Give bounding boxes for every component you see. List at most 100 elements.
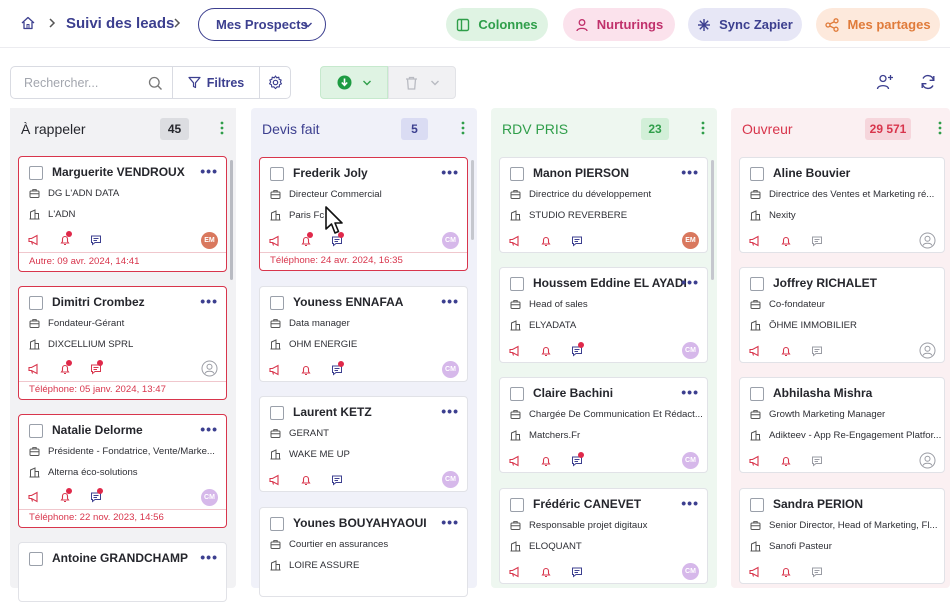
- comment-icon[interactable]: [571, 345, 583, 357]
- lead-card[interactable]: Youness ENNAFAA ••• Data manager OHM ENE…: [259, 286, 468, 382]
- lead-name[interactable]: Younes BOUYAHYAOUI: [293, 516, 427, 530]
- comment-icon[interactable]: [331, 474, 343, 486]
- comment-icon[interactable]: [811, 235, 823, 247]
- lead-card[interactable]: Manon PIERSON ••• Directrice du développ…: [499, 157, 708, 253]
- comment-icon[interactable]: [811, 345, 823, 357]
- megaphone-icon[interactable]: [749, 566, 761, 578]
- lead-card[interactable]: Abhilasha Mishra Growth Marketing Manage…: [739, 377, 945, 473]
- bell-icon[interactable]: [780, 235, 792, 247]
- lead-card[interactable]: Joffrey RICHALET Co-fondateur ÔHME IMMOB…: [739, 267, 945, 363]
- bell-icon[interactable]: [780, 345, 792, 357]
- megaphone-icon[interactable]: [269, 364, 281, 376]
- lead-name[interactable]: Natalie Delorme: [52, 423, 143, 437]
- megaphone-icon[interactable]: [509, 455, 521, 467]
- user-avatar-icon[interactable]: [919, 342, 936, 359]
- mes-partages-button[interactable]: Mes partages: [816, 8, 940, 41]
- user-avatar-icon[interactable]: [919, 452, 936, 469]
- more-icon[interactable]: •••: [200, 421, 218, 437]
- comment-icon[interactable]: [90, 363, 102, 375]
- megaphone-icon[interactable]: [28, 491, 40, 503]
- more-icon[interactable]: •••: [200, 549, 218, 565]
- lead-name[interactable]: Abhilasha Mishra: [773, 386, 873, 400]
- bell-icon[interactable]: [540, 566, 552, 578]
- lead-name[interactable]: Antoine GRANDCHAMP: [52, 551, 188, 565]
- nurturings-button[interactable]: Nurturings: [563, 8, 675, 41]
- kebab-menu-icon[interactable]: [220, 121, 224, 135]
- lead-card[interactable]: Younes BOUYAHYAOUI ••• Courtier en assur…: [259, 507, 468, 597]
- avatar[interactable]: CM: [682, 342, 699, 359]
- avatar[interactable]: CM: [442, 361, 459, 378]
- bell-icon[interactable]: [300, 235, 312, 247]
- megaphone-icon[interactable]: [749, 455, 761, 467]
- card-checkbox[interactable]: [510, 277, 524, 291]
- megaphone-icon[interactable]: [269, 235, 281, 247]
- bell-icon[interactable]: [540, 235, 552, 247]
- more-icon[interactable]: •••: [441, 514, 459, 530]
- more-icon[interactable]: •••: [441, 164, 459, 180]
- lead-name[interactable]: Claire Bachini: [533, 386, 614, 400]
- scrollbar[interactable]: [230, 160, 233, 280]
- kebab-menu-icon[interactable]: [701, 121, 705, 135]
- megaphone-icon[interactable]: [509, 345, 521, 357]
- colonnes-button[interactable]: Colonnes: [446, 8, 548, 41]
- card-checkbox[interactable]: [29, 424, 43, 438]
- comment-icon[interactable]: [571, 235, 583, 247]
- lead-name[interactable]: Laurent KETZ: [293, 405, 372, 419]
- megaphone-icon[interactable]: [749, 235, 761, 247]
- card-checkbox[interactable]: [270, 167, 284, 181]
- scrollbar[interactable]: [711, 160, 714, 280]
- home-icon[interactable]: [20, 15, 36, 31]
- lead-card[interactable]: Laurent KETZ ••• GERANT WAKE ME UP CM: [259, 396, 468, 492]
- lead-name[interactable]: Sandra PERION: [773, 497, 864, 511]
- more-icon[interactable]: •••: [441, 293, 459, 309]
- avatar[interactable]: CM: [682, 563, 699, 580]
- bell-icon[interactable]: [780, 566, 792, 578]
- avatar[interactable]: EM: [201, 232, 218, 249]
- lead-card[interactable]: Sandra PERION Senior Director, Head of M…: [739, 488, 945, 584]
- megaphone-icon[interactable]: [509, 235, 521, 247]
- avatar[interactable]: CM: [442, 232, 459, 249]
- card-checkbox[interactable]: [270, 406, 284, 420]
- megaphone-icon[interactable]: [749, 345, 761, 357]
- lead-card[interactable]: Aline Bouvier Directrice des Ventes et M…: [739, 157, 945, 253]
- card-checkbox[interactable]: [270, 296, 284, 310]
- lead-name[interactable]: Aline Bouvier: [773, 166, 851, 180]
- bell-icon[interactable]: [540, 455, 552, 467]
- card-checkbox[interactable]: [510, 387, 524, 401]
- lead-name[interactable]: Manon PIERSON: [533, 166, 630, 180]
- filters-button[interactable]: Filtres: [172, 66, 260, 99]
- refresh-icon[interactable]: [920, 74, 936, 90]
- settings-button[interactable]: [259, 66, 291, 99]
- megaphone-icon[interactable]: [509, 566, 521, 578]
- card-checkbox[interactable]: [510, 498, 524, 512]
- comment-icon[interactable]: [811, 566, 823, 578]
- megaphone-icon[interactable]: [28, 234, 40, 246]
- lead-name[interactable]: Houssem Eddine EL AYADI: [533, 276, 687, 290]
- more-icon[interactable]: •••: [681, 495, 699, 511]
- more-icon[interactable]: •••: [681, 164, 699, 180]
- comment-icon[interactable]: [90, 491, 102, 503]
- user-avatar-icon[interactable]: [201, 360, 218, 377]
- comment-icon[interactable]: [331, 235, 343, 247]
- card-checkbox[interactable]: [510, 167, 524, 181]
- card-checkbox[interactable]: [270, 517, 284, 531]
- lead-card[interactable]: Frédéric CANEVET ••• Responsable projet …: [499, 488, 708, 584]
- bell-icon[interactable]: [59, 363, 71, 375]
- sync-zapier-button[interactable]: Sync Zapier: [688, 8, 802, 41]
- megaphone-icon[interactable]: [28, 363, 40, 375]
- bell-icon[interactable]: [59, 234, 71, 246]
- lead-card[interactable]: Natalie Delorme ••• Présidente - Fondatr…: [18, 414, 227, 528]
- lead-name[interactable]: Frederik Joly: [293, 166, 368, 180]
- comment-icon[interactable]: [811, 455, 823, 467]
- kebab-menu-icon[interactable]: [461, 121, 465, 135]
- avatar[interactable]: CM: [682, 452, 699, 469]
- delete-button[interactable]: [388, 66, 456, 99]
- card-checkbox[interactable]: [29, 166, 43, 180]
- kebab-menu-icon[interactable]: [938, 121, 942, 135]
- megaphone-icon[interactable]: [269, 474, 281, 486]
- lead-card[interactable]: Dimitri Crombez ••• Fondateur-Gérant DIX…: [18, 286, 227, 400]
- download-button[interactable]: [320, 66, 388, 99]
- card-checkbox[interactable]: [750, 277, 764, 291]
- lead-name[interactable]: Frédéric CANEVET: [533, 497, 642, 511]
- lead-name[interactable]: Dimitri Crombez: [52, 295, 145, 309]
